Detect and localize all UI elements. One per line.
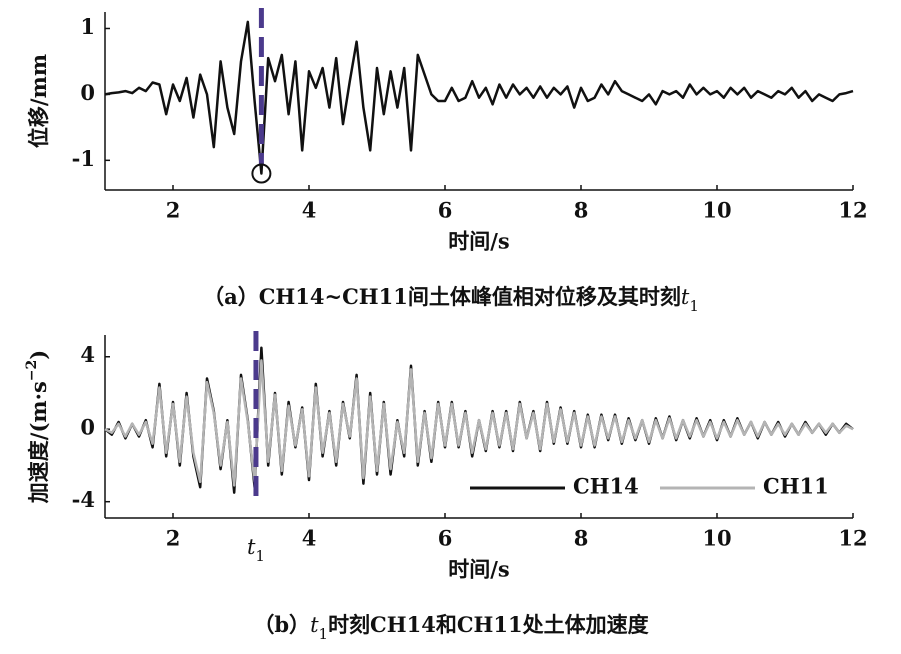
x-tick-label: 10 — [702, 198, 731, 223]
x-tick-label: 2 — [166, 526, 181, 551]
text-part: 位移/mm — [26, 54, 51, 148]
text-part: 1 — [319, 625, 329, 643]
text-part: 时刻CH14和CH11处土体加速度 — [328, 612, 649, 637]
y-tick-label: 0 — [80, 415, 95, 440]
x-tick-label: 10 — [702, 526, 731, 551]
legend-label: CH11 — [763, 474, 829, 499]
legend-label: CH14 — [573, 474, 639, 499]
x-tick-label: 2 — [166, 198, 181, 223]
x-tick-label: 12 — [838, 526, 867, 551]
x-tick-label: 6 — [438, 198, 453, 223]
text-part: t — [681, 285, 690, 309]
x-axis-label: 时间/s — [448, 229, 510, 254]
text-part: t — [310, 613, 319, 637]
x-tick-label: 8 — [574, 526, 589, 551]
data-line — [104, 359, 854, 487]
text-part: （a）CH14~CH11间土体峰值相对位移及其时刻 — [203, 284, 681, 309]
x-tick-label: t1 — [247, 535, 265, 566]
x-tick-label: 4 — [302, 198, 317, 223]
y-tick-label: 1 — [80, 14, 95, 39]
x-tick-label: 8 — [574, 198, 589, 223]
y-axis-label: 加速度/(m·s−2) — [24, 350, 51, 504]
x-axis-label: 时间/s — [448, 557, 510, 582]
text-part: 1 — [255, 547, 265, 565]
y-tick-label: -1 — [72, 146, 95, 171]
x-tick-label: 4 — [302, 526, 317, 551]
text-part: 1 — [689, 297, 699, 315]
y-tick-label: 4 — [80, 342, 95, 367]
y-tick-label: -4 — [72, 487, 95, 512]
data-line — [104, 20, 854, 175]
x-tick-label: 12 — [838, 198, 867, 223]
text-part: ) — [26, 350, 51, 360]
text-part: （b） — [253, 612, 310, 637]
text-part: −2 — [24, 360, 40, 381]
y-axis-label: 位移/mm — [26, 54, 51, 148]
y-tick-label: 0 — [80, 80, 95, 105]
x-tick-label: 6 — [438, 526, 453, 551]
caption: （b）t1时刻CH14和CH11处土体加速度 — [253, 612, 648, 644]
text-part: 加速度/(m·s — [26, 381, 51, 504]
caption: （a）CH14~CH11间土体峰值相对位移及其时刻t1 — [203, 284, 699, 316]
peak-marker — [251, 163, 272, 184]
text-part: t — [247, 535, 256, 559]
